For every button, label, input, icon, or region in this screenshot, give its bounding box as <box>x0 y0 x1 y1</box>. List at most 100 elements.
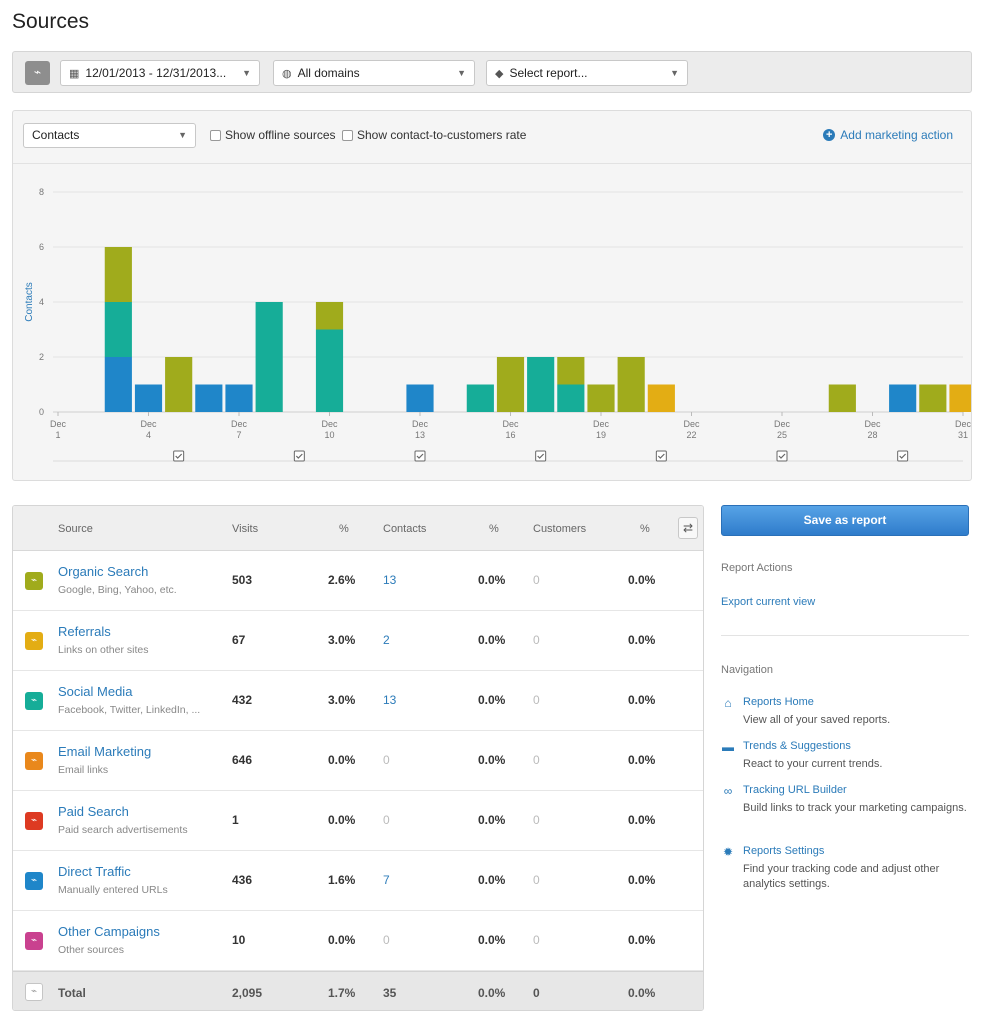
source-name-link[interactable]: Direct Traffic <box>58 864 131 879</box>
nav-settings-desc: Find your tracking code and adjust other… <box>743 863 940 890</box>
date-range-select[interactable]: ▦ 12/01/2013 - 12/31/2013... ▼ <box>60 60 260 86</box>
nav-reports-home-label[interactable]: Reports Home <box>743 696 814 708</box>
cell-visits-pct: 3.0% <box>328 633 356 647</box>
cell-contacts[interactable]: 13 <box>383 573 397 587</box>
show-rate-checkbox[interactable]: Show contact-to-customers rate <box>342 128 526 142</box>
x-tick-label: 16 <box>505 430 515 440</box>
gear-icon: ✹ <box>722 845 734 859</box>
cell-contacts-pct: 0.0% <box>478 753 506 767</box>
x-tick-label: Dec <box>683 419 700 429</box>
x-tick-label: Dec <box>50 419 67 429</box>
x-tick-label: 19 <box>596 430 606 440</box>
cell-customers: 0 <box>533 633 540 647</box>
table-row: ⌁ Social Media Facebook, Twitter, LinkedIn… <box>13 671 703 731</box>
cell-visits-pct: 0.0% <box>328 813 356 827</box>
social-bar <box>104 302 132 357</box>
x-tick-label: 25 <box>777 430 787 440</box>
nav-reports-settings[interactable]: ✹ Reports Settings Find your tracking co… <box>721 845 969 895</box>
nav-settings-label[interactable]: Reports Settings <box>743 845 825 857</box>
x-tick-label: Dec <box>412 419 429 429</box>
referrals-bar <box>949 384 971 412</box>
col-contacts-pct[interactable]: % <box>489 523 499 535</box>
globe-icon: ◍ <box>282 68 292 80</box>
calendar-check-icon <box>537 453 545 459</box>
col-visits[interactable]: Visits <box>232 523 259 535</box>
cell-contacts[interactable]: 7 <box>383 873 390 887</box>
save-as-report-button[interactable]: Save as report <box>721 505 969 536</box>
total-customers-pct: 0.0% <box>628 986 656 1000</box>
x-tick-label: 13 <box>415 430 425 440</box>
source-name-link[interactable]: Paid Search <box>58 804 129 819</box>
nav-trends-desc: React to your current trends. <box>743 758 883 770</box>
source-description: Other sources <box>58 944 124 956</box>
calendar-check-icon <box>175 453 183 459</box>
col-source[interactable]: Source <box>58 523 93 535</box>
direct-bar <box>889 384 917 412</box>
filter-toolbar: ⌁ ▦ 12/01/2013 - 12/31/2013... ▼ ◍ All dom… <box>12 51 972 93</box>
x-tick-label: 31 <box>958 430 968 440</box>
cell-visits: 503 <box>232 573 253 587</box>
marketing-action-calendar-icon <box>173 450 185 462</box>
nav-trends[interactable]: ▬ Trends & Suggestions React to your cur… <box>721 740 969 774</box>
link-icon: ∞ <box>723 784 733 798</box>
nav-tracking-label[interactable]: Tracking URL Builder <box>743 784 847 796</box>
checkbox-box[interactable] <box>342 129 353 141</box>
source-name-link[interactable]: Email Marketing <box>58 744 152 759</box>
x-tick-label: Dec <box>774 419 791 429</box>
cell-contacts: 0 <box>383 933 390 947</box>
source-description: Manually entered URLs <box>58 884 168 896</box>
checkbox-box[interactable] <box>210 129 221 141</box>
domains-select[interactable]: ◍ All domains ▼ <box>273 60 475 86</box>
table-row: ⌁ Direct Traffic Manually entered URLs 436 1… <box>13 851 703 911</box>
organic-bar <box>587 384 615 412</box>
x-tick-label: Dec <box>502 419 519 429</box>
chevron-down-icon: ▼ <box>178 130 187 140</box>
cell-visits: 646 <box>232 753 253 767</box>
marketing-action-calendar-icon <box>414 450 426 462</box>
cell-customers-pct: 0.0% <box>628 753 656 767</box>
email-pulse-icon: ⌁ <box>25 752 43 770</box>
add-marketing-action-link[interactable]: + Add marketing action <box>823 128 953 142</box>
cell-customers: 0 <box>533 873 540 887</box>
source-name-link[interactable]: Social Media <box>58 684 133 699</box>
source-name-link[interactable]: Referrals <box>58 624 111 639</box>
sources-pulse-icon[interactable]: ⌁ <box>25 61 50 85</box>
nav-trends-label[interactable]: Trends & Suggestions <box>743 740 851 752</box>
source-name-link[interactable]: Organic Search <box>58 564 149 579</box>
x-tick-label: Dec <box>231 419 248 429</box>
organic-bar <box>617 357 645 412</box>
cell-contacts-pct: 0.0% <box>478 573 506 587</box>
total-visits-pct: 1.7% <box>328 986 356 1000</box>
col-customers[interactable]: Customers <box>533 523 587 535</box>
table-row: ⌁ Other Campaigns Other sources 10 0.0% 0 0.0%… <box>13 911 703 971</box>
cell-contacts[interactable]: 2 <box>383 633 390 647</box>
report-select[interactable]: ◆ Select report... ▼ <box>486 60 688 86</box>
cell-customers-pct: 0.0% <box>628 933 656 947</box>
export-current-view-link[interactable]: Export current view <box>721 596 816 608</box>
chevron-down-icon: ▼ <box>242 68 251 78</box>
organic-bar <box>828 384 856 412</box>
show-offline-checkbox[interactable]: Show offline sources <box>210 128 336 142</box>
col-visits-pct[interactable]: % <box>339 523 349 535</box>
calendar-check-icon <box>778 453 786 459</box>
x-tick-label: 10 <box>324 430 334 440</box>
cell-contacts[interactable]: 13 <box>383 693 397 707</box>
swap-columns-icon[interactable]: ⇄ <box>678 517 698 539</box>
cell-customers-pct: 0.0% <box>628 573 656 587</box>
nav-tracking-url-builder[interactable]: ∞ Tracking URL Builder Build links to tr… <box>721 784 969 834</box>
trends-icon: ▬ <box>722 740 734 754</box>
source-name-link[interactable]: Other Campaigns <box>58 924 160 939</box>
metric-select[interactable]: Contacts ▼ <box>23 123 196 148</box>
col-contacts[interactable]: Contacts <box>383 523 427 535</box>
col-customers-pct[interactable]: % <box>640 523 650 535</box>
cell-visits-pct: 2.6% <box>328 573 356 587</box>
y-axis-label: Contacts <box>24 282 35 321</box>
cell-contacts: 0 <box>383 813 390 827</box>
cell-visits: 10 <box>232 933 246 947</box>
table-total-row: ⌁ Total 2,095 1.7% 35 0.0% 0 0.0% <box>13 971 703 1010</box>
nav-reports-home[interactable]: ⌂ Reports Home View all of your saved re… <box>721 696 969 730</box>
source-description: Google, Bing, Yahoo, etc. <box>58 584 177 596</box>
nav-reports-home-desc: View all of your saved reports. <box>743 714 891 726</box>
organic-bar <box>557 357 585 385</box>
calendar-check-icon <box>416 453 424 459</box>
